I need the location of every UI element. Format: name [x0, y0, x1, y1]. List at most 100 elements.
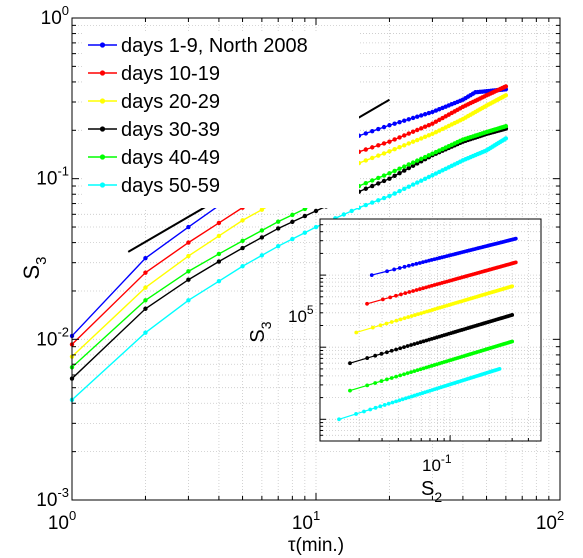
data-point: [387, 171, 392, 176]
inset-data-point: [348, 361, 352, 366]
inset-data-point: [406, 395, 411, 400]
inset-y-tick-base: 10: [288, 307, 307, 326]
data-point: [503, 84, 509, 89]
inset-data-point: [378, 323, 383, 328]
data-point: [406, 162, 411, 167]
inset-series-1: [369, 236, 518, 278]
legend-label: days 20-29: [121, 91, 220, 113]
y-axis-label-main: S: [19, 265, 44, 280]
inset-grid: [320, 219, 541, 441]
data-point: [370, 178, 375, 183]
inset-series-2: [365, 260, 518, 306]
inset-data-point: [384, 377, 389, 382]
inset-data-point: [365, 356, 370, 360]
data-point: [363, 180, 369, 186]
legend-item-5: days 40-49: [88, 147, 220, 169]
inset-data-point: [510, 284, 515, 289]
inset-data-point: [403, 396, 408, 401]
data-point: [276, 219, 281, 224]
inset-data-point: [373, 353, 378, 358]
x-tick-base: 10: [48, 513, 69, 534]
data-point: [290, 219, 295, 225]
inset-data-point: [373, 381, 378, 385]
inset-data-point: [392, 267, 397, 272]
data-point: [415, 127, 420, 133]
legend-label: days 1-9, North 2008: [121, 35, 308, 57]
data-point: [376, 181, 381, 186]
data-point: [397, 170, 402, 176]
legend-box: [83, 32, 359, 208]
data-point: [503, 136, 509, 141]
inset-data-point: [414, 288, 419, 292]
inset-y-tick-exp: 5: [307, 303, 314, 317]
inset-data-point: [378, 404, 383, 409]
inset-data-point: [409, 314, 414, 318]
data-point: [430, 151, 435, 156]
data-point: [376, 143, 381, 148]
data-point: [406, 165, 411, 171]
data-point: [433, 149, 439, 155]
data-point: [290, 212, 295, 218]
inset-data-point: [390, 400, 395, 405]
inset-data-point: [418, 340, 423, 345]
inset-data-point: [388, 295, 393, 300]
data-point: [402, 118, 407, 123]
data-point: [392, 147, 397, 152]
inset-data-point: [414, 261, 419, 266]
data-point: [430, 173, 435, 178]
data-point: [397, 135, 402, 140]
data-point: [313, 224, 319, 230]
inset-data-point: [380, 297, 385, 302]
data-point: [402, 164, 407, 169]
data-point: [259, 228, 265, 233]
data-point: [419, 113, 424, 118]
data-point: [422, 134, 428, 140]
data-point: [186, 277, 191, 282]
data-point: [415, 158, 420, 163]
inset-data-point: [417, 261, 422, 265]
data-point: [290, 236, 295, 242]
data-point: [376, 198, 381, 203]
inset-data-point: [510, 313, 515, 317]
data-point: [410, 163, 416, 168]
inset-series-5: [348, 339, 515, 393]
data-point: [397, 188, 402, 194]
data-point: [402, 186, 407, 192]
legend-marker: [99, 182, 106, 188]
inset-data-point: [402, 316, 407, 321]
data-point: [381, 178, 387, 184]
y-tick-label: 10-2: [36, 324, 69, 350]
inset-y-label-sub: 3: [258, 321, 274, 329]
inset-data-point: [424, 259, 428, 264]
data-point: [216, 220, 222, 226]
legend-item-6: days 50-59: [88, 175, 220, 197]
data-point: [276, 243, 281, 249]
data-point: [370, 145, 375, 150]
y-tick-base: 10: [36, 329, 57, 350]
legend-marker: [99, 70, 106, 76]
x-tick-label: 100: [48, 508, 76, 534]
data-point: [143, 298, 148, 303]
data-point: [503, 93, 509, 98]
x-tick-label: 102: [536, 508, 564, 534]
data-point: [419, 156, 424, 161]
data-point: [422, 124, 428, 129]
data-point: [415, 180, 420, 185]
data-point: [240, 238, 245, 244]
data-point: [259, 207, 265, 212]
y-axis-label-sub: 3: [33, 256, 50, 264]
data-point: [216, 233, 222, 239]
inset-x-tick-base: 10: [422, 456, 441, 475]
legend-label: days 40-49: [121, 147, 220, 169]
inset-data-point: [407, 290, 412, 294]
inset-data-point: [348, 388, 352, 393]
data-point: [363, 202, 369, 208]
inset-data-point: [402, 372, 406, 377]
data-point: [381, 141, 387, 146]
data-point: [186, 298, 191, 303]
inset-data-point: [409, 343, 413, 347]
legend-marker: [99, 154, 106, 160]
inset-x-tick-label: 10-1: [422, 452, 452, 475]
data-point: [143, 306, 148, 311]
data-point: [276, 226, 281, 231]
